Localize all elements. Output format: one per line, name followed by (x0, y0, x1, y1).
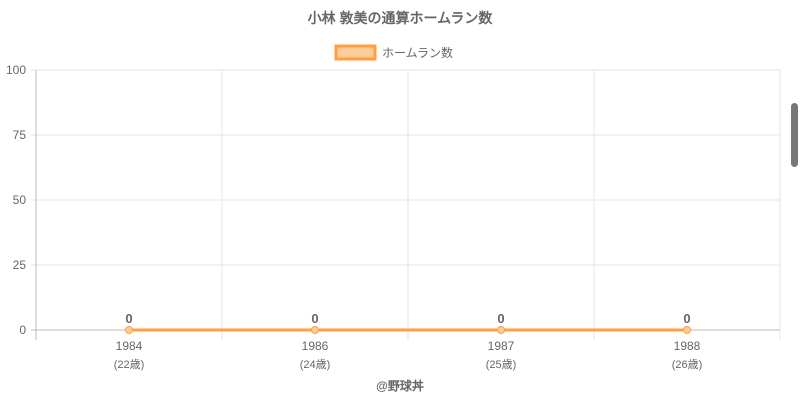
data-label: 0 (497, 311, 504, 326)
x-tick-sublabel: (24歳) (300, 358, 331, 371)
y-tick-label: 75 (13, 128, 27, 142)
credit: @野球丼 (376, 378, 424, 393)
x-tick-sublabel: (26歳) (672, 358, 703, 371)
data-label: 0 (683, 311, 690, 326)
y-tick-label: 50 (13, 193, 27, 207)
x-tick-label: 1987 (488, 339, 515, 353)
x-tick-sublabel: (22歳) (114, 358, 145, 371)
x-tick-label: 1986 (302, 339, 329, 353)
data-point (683, 326, 691, 334)
y-tick-label: 0 (19, 323, 26, 337)
legend-swatch (334, 44, 377, 61)
scrollbar[interactable] (791, 103, 798, 167)
y-tick-label: 100 (6, 63, 26, 77)
data-point (311, 326, 319, 334)
chart-title: 小林 敦美の通算ホームラン数 (308, 10, 494, 26)
legend[interactable]: ホームラン数 (334, 44, 453, 61)
data-point (497, 326, 505, 334)
y-tick-label: 25 (13, 258, 27, 272)
x-tick-label: 1984 (116, 339, 143, 353)
data-label: 0 (311, 311, 318, 326)
x-tick-sublabel: (25歳) (486, 358, 517, 371)
data-label: 0 (125, 311, 132, 326)
x-tick-label: 1988 (674, 339, 701, 353)
data-point (125, 326, 133, 334)
legend-label: ホームラン数 (382, 45, 453, 60)
